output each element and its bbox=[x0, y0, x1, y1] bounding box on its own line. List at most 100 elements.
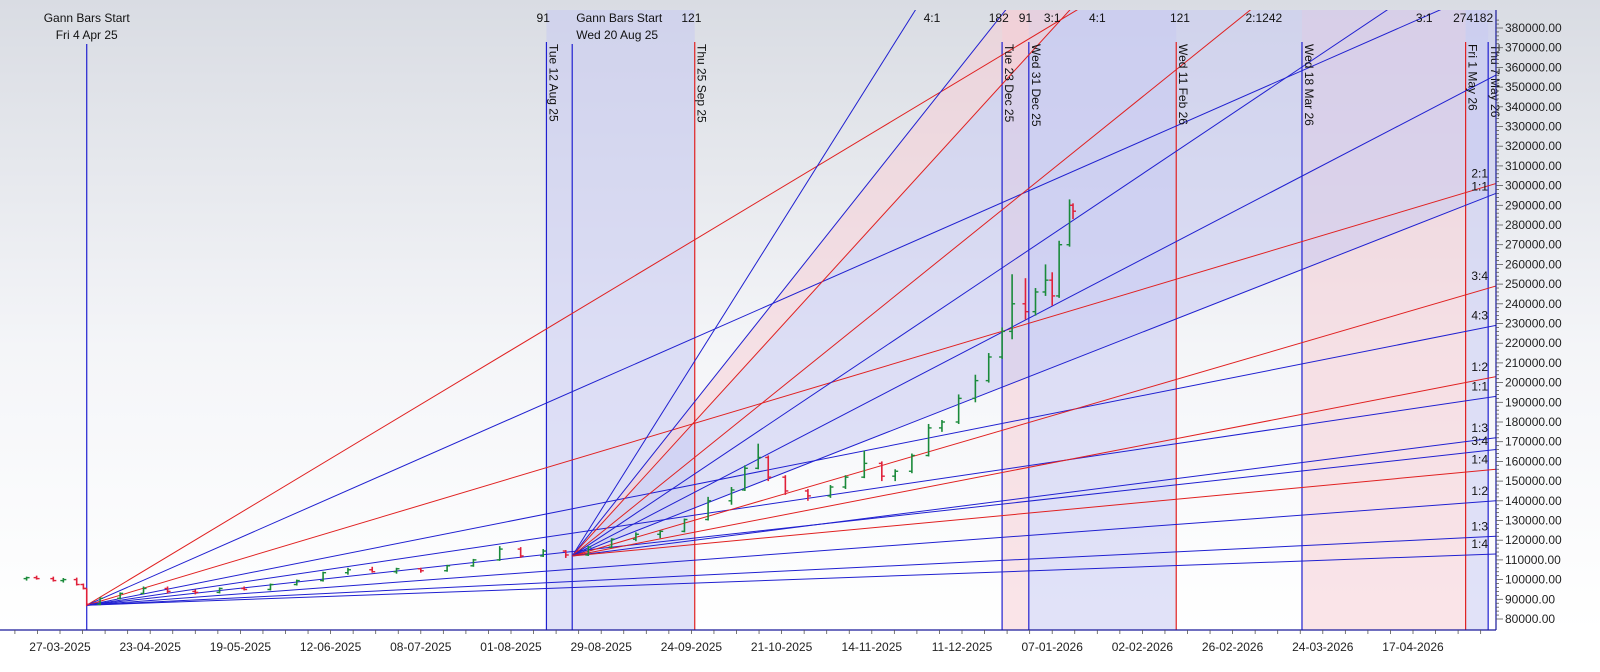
y-tick-label: 200000.00 bbox=[1505, 376, 1562, 390]
fan-line bbox=[86, 10, 1442, 606]
y-tick-label: 210000.00 bbox=[1505, 356, 1562, 370]
y-tick-label: 270000.00 bbox=[1505, 238, 1562, 252]
fan-line bbox=[86, 183, 1496, 606]
x-tick-label: 08-07-2025 bbox=[390, 640, 452, 654]
price-bars bbox=[23, 199, 1077, 607]
y-tick-label: 220000.00 bbox=[1505, 336, 1562, 350]
y-tick-label: 310000.00 bbox=[1505, 159, 1562, 173]
y-tick-label: 300000.00 bbox=[1505, 179, 1562, 193]
x-tick-label: 24-09-2025 bbox=[661, 640, 723, 654]
y-tick-label: 350000.00 bbox=[1505, 80, 1562, 94]
time-line-label: Wed 31 Dec 25 bbox=[1029, 44, 1043, 127]
y-tick-label: 180000.00 bbox=[1505, 415, 1562, 429]
gann-start-label: Gann Bars Start bbox=[576, 11, 663, 25]
y-tick-label: 260000.00 bbox=[1505, 257, 1562, 271]
x-tick-label: 27-03-2025 bbox=[29, 640, 91, 654]
y-tick-label: 250000.00 bbox=[1505, 277, 1562, 291]
fan-line bbox=[571, 74, 1496, 557]
ratio-right-label: 3:4 bbox=[1471, 434, 1488, 448]
fan-line bbox=[571, 10, 1007, 557]
y-tick-label: 110000.00 bbox=[1505, 553, 1561, 567]
ratio-top-label: 4:1 bbox=[924, 11, 941, 25]
x-tick-label: 07-01-2026 bbox=[1022, 640, 1084, 654]
x-tick-label: 23-04-2025 bbox=[120, 640, 182, 654]
y-tick-label: 290000.00 bbox=[1505, 198, 1562, 212]
x-tick-label: 14-11-2025 bbox=[842, 640, 903, 654]
gann-start-label: Gann Bars Start bbox=[44, 11, 131, 25]
fan-line bbox=[86, 535, 1496, 606]
y-tick-label: 320000.00 bbox=[1505, 139, 1562, 153]
y-tick-label: 170000.00 bbox=[1505, 435, 1562, 449]
y-tick-label: 150000.00 bbox=[1505, 474, 1562, 488]
ratio-top-label: 274182 bbox=[1453, 11, 1493, 25]
x-tick-label: 17-04-2026 bbox=[1382, 640, 1444, 654]
y-tick-label: 280000.00 bbox=[1505, 218, 1562, 232]
x-tick-label: 21-10-2025 bbox=[751, 640, 813, 654]
y-tick-label: 240000.00 bbox=[1505, 297, 1562, 311]
y-tick-label: 140000.00 bbox=[1505, 494, 1562, 508]
fan-line bbox=[86, 500, 1496, 606]
y-tick-label: 100000.00 bbox=[1505, 573, 1562, 587]
fan-line bbox=[86, 553, 1496, 606]
fan-line bbox=[86, 395, 1496, 606]
gann-fan-lines bbox=[86, 10, 1496, 606]
ratio-right-label: 3:4 bbox=[1471, 269, 1488, 283]
shaded-column bbox=[546, 10, 573, 630]
time-line-label: Thu 25 Sep 25 bbox=[695, 44, 709, 123]
fan-line bbox=[572, 376, 1496, 557]
ratio-right-label: 1:4 bbox=[1471, 452, 1488, 466]
x-tick-label: 26-02-2026 bbox=[1202, 640, 1264, 654]
time-line-label: Tue 23 Dec 25 bbox=[1002, 44, 1016, 123]
y-tick-label: 370000.00 bbox=[1505, 41, 1562, 55]
y-axis: 380000.00 370000.00 360000.00 350000.00 3400… bbox=[1495, 10, 1562, 630]
fan-line bbox=[86, 324, 1496, 606]
fan-line bbox=[571, 10, 1388, 557]
y-tick-label: 340000.00 bbox=[1505, 100, 1562, 114]
time-line-label: Fri 1 May 26 bbox=[1466, 44, 1480, 111]
y-tick-label: 130000.00 bbox=[1505, 514, 1562, 528]
fan-line bbox=[86, 10, 1078, 606]
x-axis: 27-03-2025 23-04-2025 19-05-2025 12-06-2025… bbox=[0, 629, 1496, 654]
time-line-label: Wed 11 Feb 26 bbox=[1176, 44, 1190, 125]
y-tick-label: 380000.00 bbox=[1505, 21, 1562, 35]
fan-line bbox=[572, 437, 1496, 557]
y-tick-label: 360000.00 bbox=[1505, 60, 1562, 74]
x-tick-label: 11-12-2025 bbox=[932, 640, 993, 654]
ratio-top-label: 4:1 bbox=[1089, 11, 1106, 25]
fan-line bbox=[571, 10, 1252, 557]
ratio-right-label: 1:4 bbox=[1471, 537, 1488, 551]
ratio-right-label: 1:2 bbox=[1471, 484, 1488, 498]
fan-line bbox=[572, 192, 1496, 557]
fan-wedge bbox=[572, 10, 1496, 556]
x-tick-label: 01-08-2025 bbox=[480, 640, 542, 654]
ratio-top-label: 3:1 bbox=[1416, 11, 1433, 25]
chart-labels: Gann Bars Start Fri 4 Apr 25 Gann Bars Sta… bbox=[44, 11, 1502, 551]
fan-line bbox=[572, 468, 1496, 557]
ratio-top-label: 3:1 bbox=[1044, 11, 1061, 25]
y-tick-label: 90000.00 bbox=[1505, 592, 1555, 606]
ratio-right-label: 1:1 bbox=[1471, 379, 1488, 393]
ratio-top-label: 121 bbox=[681, 11, 701, 25]
time-line-label: Tue 12 Aug 25 bbox=[546, 44, 560, 122]
ratio-right-label: 4:3 bbox=[1471, 309, 1488, 323]
x-tick-label: 12-06-2025 bbox=[300, 640, 362, 654]
y-tick-label: 80000.00 bbox=[1505, 612, 1555, 626]
x-tick-label: 24-03-2026 bbox=[1292, 640, 1354, 654]
y-tick-label: 160000.00 bbox=[1505, 454, 1562, 468]
time-line-label: Wed 18 Mar 26 bbox=[1302, 44, 1316, 126]
x-tick-label: 29-08-2025 bbox=[571, 640, 633, 654]
ratio-right-label: 2:1 bbox=[1471, 167, 1488, 181]
ratio-top-label: 91 bbox=[1019, 11, 1033, 25]
y-tick-label: 190000.00 bbox=[1505, 395, 1562, 409]
x-tick-label: 19-05-2025 bbox=[210, 640, 272, 654]
ratio-top-label: 182 bbox=[989, 11, 1009, 25]
fan-line bbox=[572, 285, 1496, 557]
gann-start-date: Fri 4 Apr 25 bbox=[56, 28, 118, 42]
x-axis-background bbox=[0, 632, 1600, 672]
ratio-right-label: 1:1 bbox=[1471, 180, 1488, 194]
ratio-right-label: 1:2 bbox=[1471, 360, 1488, 374]
y-tick-label: 330000.00 bbox=[1505, 120, 1562, 134]
ratio-top-label: 121 bbox=[1170, 11, 1190, 25]
y-tick-label: 120000.00 bbox=[1505, 533, 1562, 547]
